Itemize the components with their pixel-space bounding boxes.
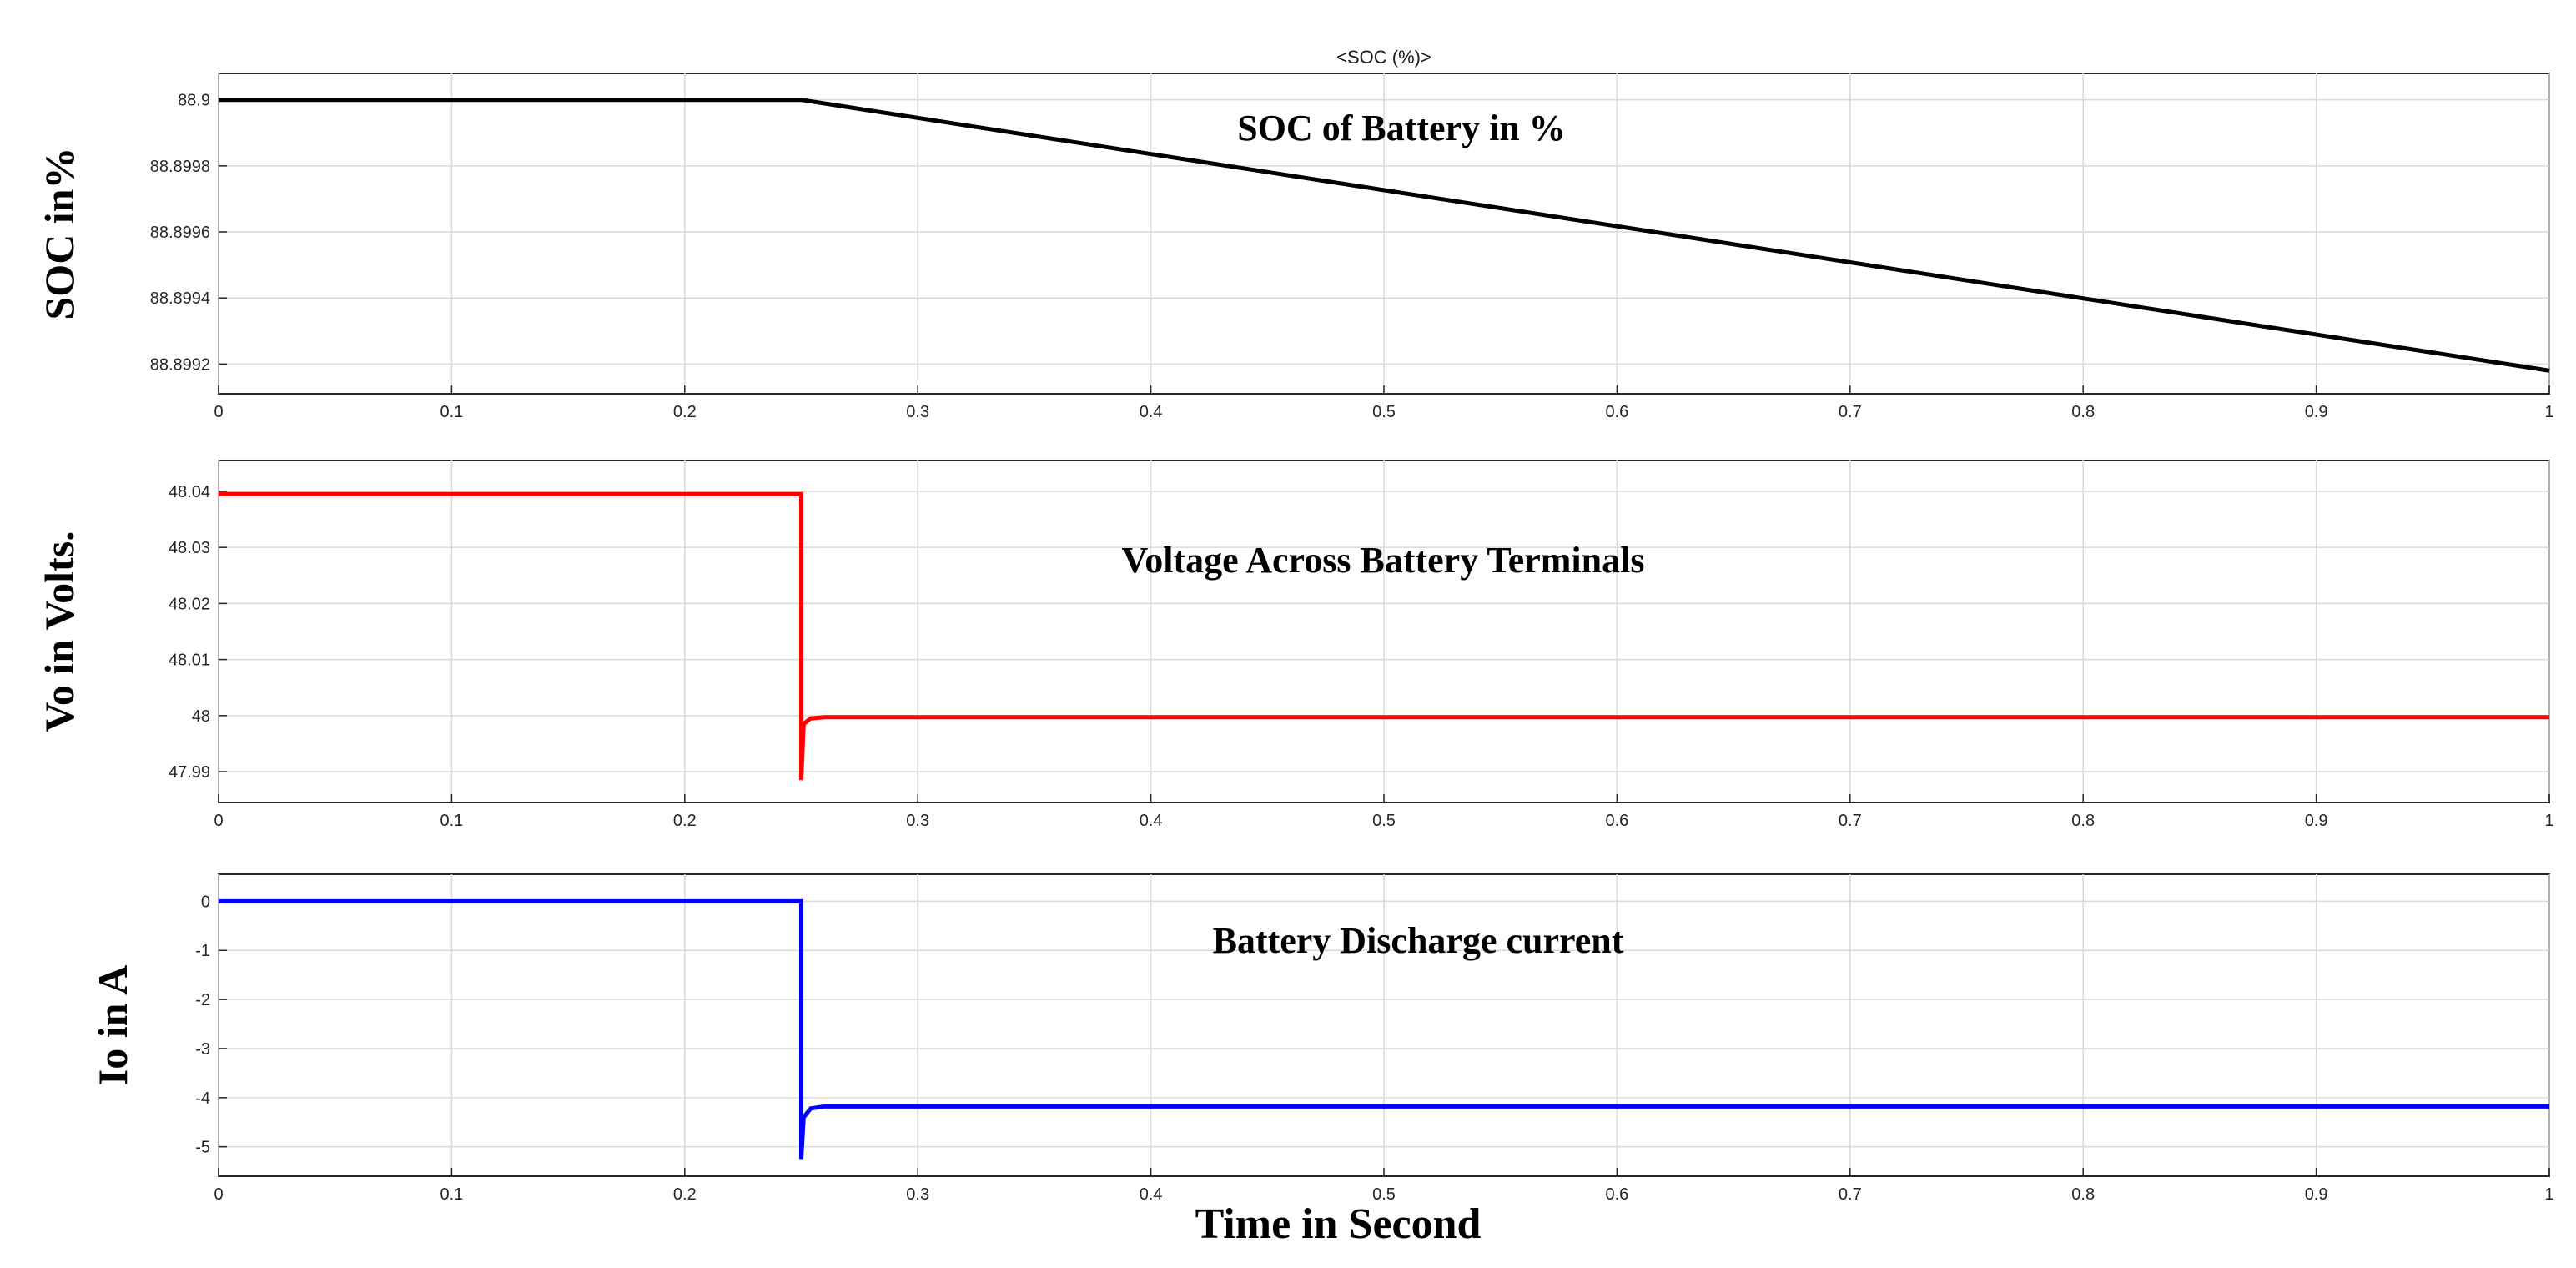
series-line (219, 898, 2549, 1160)
x-tick-label: 0.9 (2305, 403, 2328, 421)
y-tick-label: 48.03 (169, 539, 210, 557)
x-tick-label: 1 (2544, 1185, 2553, 1204)
series-line (219, 491, 2549, 781)
x-tick-label: 0 (214, 1185, 223, 1204)
y-tick-label: -1 (195, 942, 210, 960)
y-tick-label: 88.8998 (150, 158, 210, 176)
x-tick-label: 0.3 (906, 1185, 929, 1204)
x-tick-label: 0.5 (1372, 1185, 1396, 1204)
y-axis-label: Vo in Volts. (36, 531, 83, 732)
x-tick-label: 0.6 (1605, 812, 1628, 830)
chart-title: <SOC (%)> (1336, 47, 1431, 68)
x-tick-label: 0.4 (1140, 1185, 1163, 1204)
x-tick-label: 0.1 (440, 1185, 463, 1204)
x-tick-label: 0.1 (440, 812, 463, 830)
x-tick-label: 0.5 (1372, 403, 1396, 421)
x-tick-label: 0 (214, 812, 223, 830)
y-tick-label: 48.02 (169, 595, 210, 613)
x-tick-label: 1 (2544, 403, 2553, 421)
x-tick-label: 0.2 (673, 1185, 697, 1204)
series-line (219, 98, 2550, 373)
y-tick-label: -2 (195, 991, 210, 1009)
chart-annotation: SOC of Battery in % (1237, 108, 1566, 148)
x-tick-label: 0.2 (673, 812, 697, 830)
x-tick-label: 1 (2544, 812, 2553, 830)
y-tick-label: 88.8996 (150, 224, 210, 242)
y-tick-label: 48 (192, 707, 210, 726)
chart-panel-3: 0 0.1 0.2 0.3 0.4 0.5 0.6 0.7 0.8 0.9 1 0 -1 -2 -3 -4 -5… (89, 873, 2554, 1204)
x-tick-label: 0 (214, 403, 223, 421)
x-tick-label: 0.9 (2305, 812, 2328, 830)
x-tick-label: 0.3 (906, 403, 929, 421)
chart-panels: 0 0.1 0.2 0.3 0.4 0.5 0.6 0.7 0.8 0.9 1 88.9 88.8998… (36, 47, 2554, 1204)
x-tick-label: 0.3 (906, 812, 929, 830)
y-tick-label: 0 (201, 893, 210, 911)
y-tick-label: 88.8992 (150, 355, 210, 374)
x-tick-label: 0.7 (1839, 403, 1862, 421)
x-tick-label: 0.5 (1372, 812, 1396, 830)
x-tick-label: 0.8 (2071, 1185, 2095, 1204)
y-tick-label: -4 (195, 1089, 210, 1108)
x-tick-label: 0.4 (1140, 403, 1163, 421)
y-tick-label: 48.04 (169, 483, 210, 501)
chart-panel-2: 0 0.1 0.2 0.3 0.4 0.5 0.6 0.7 0.8 0.9 1 48.04 48.03 4… (36, 460, 2554, 830)
x-tick-label: 0.8 (2071, 812, 2095, 830)
x-tick-label: 0.4 (1140, 812, 1163, 830)
x-tick-label: 0.8 (2071, 403, 2095, 421)
y-tick-label: 48.01 (169, 652, 210, 670)
y-axis-label: SOC in% (36, 147, 83, 320)
chart-annotation: Battery Discharge current (1213, 920, 1624, 961)
x-tick-label: 0.6 (1605, 403, 1628, 421)
y-tick-label: -5 (195, 1139, 210, 1157)
x-tick-label: 0.7 (1839, 812, 1862, 830)
y-tick-label: 47.99 (169, 763, 210, 782)
chart-annotation: Voltage Across Battery Terminals (1122, 540, 1645, 581)
x-axis-label: Time in Second (1195, 1200, 1482, 1248)
x-tick-label: 0.1 (440, 403, 463, 421)
y-axis-label: Io in A (89, 965, 136, 1086)
x-tick-label: 0.9 (2305, 1185, 2328, 1204)
y-tick-label: 88.8994 (150, 289, 210, 308)
y-tick-label: -3 (195, 1040, 210, 1059)
y-tick-label: 88.9 (178, 92, 210, 110)
x-tick-label: 0.2 (673, 403, 697, 421)
x-tick-label: 0.7 (1839, 1185, 1862, 1204)
x-tick-label: 0.6 (1605, 1185, 1628, 1204)
chart-panel-1: 0 0.1 0.2 0.3 0.4 0.5 0.6 0.7 0.8 0.9 1 88.9 88.8998… (36, 47, 2554, 421)
